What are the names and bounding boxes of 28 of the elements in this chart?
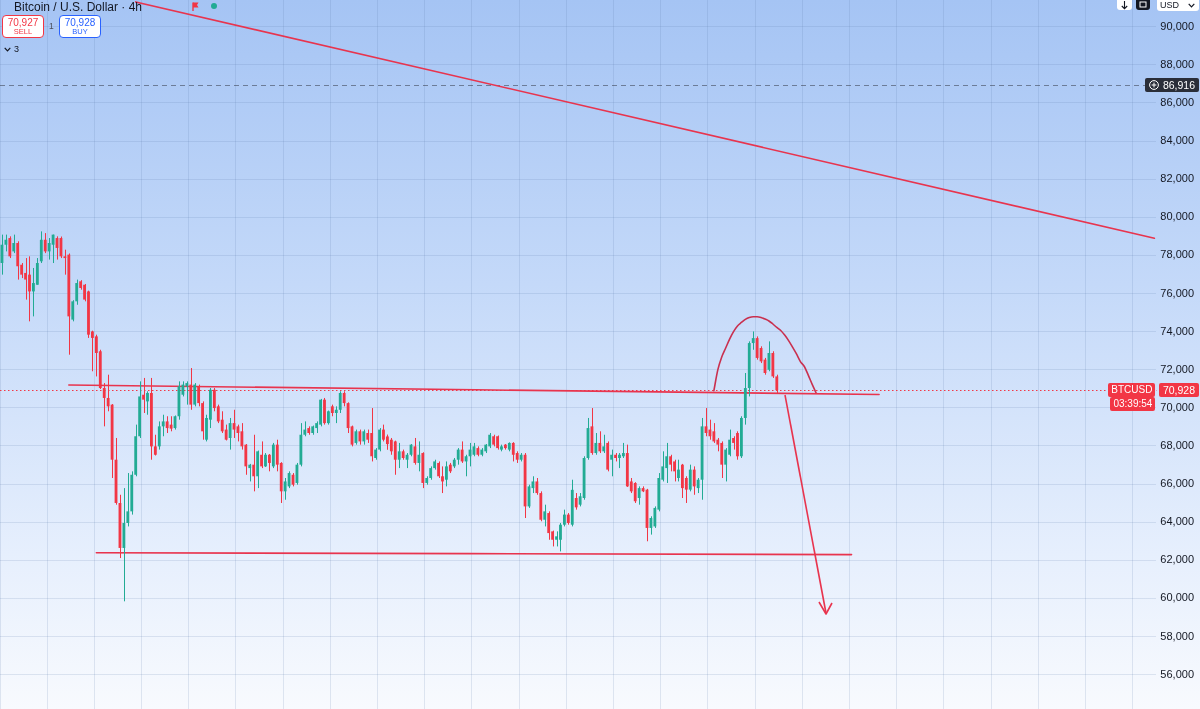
y-tick-label: 70,000	[1160, 400, 1195, 413]
annotation: 70,927	[7, 17, 39, 28]
annotation: BTCUSD	[1108, 383, 1156, 398]
annotation: 03:39:54	[1110, 397, 1156, 412]
chart-title: Bitcoin / U.S. Dollar · 4h	[14, 0, 143, 14]
annotation: 1	[49, 21, 54, 31]
y-tick-label: 72,000	[1160, 362, 1195, 375]
y-tick-label: 64,000	[1160, 515, 1195, 528]
y-tick-label: 76,000	[1160, 286, 1195, 299]
y-tick-label: 60,000	[1160, 591, 1195, 604]
y-tick-label: 58,000	[1160, 629, 1195, 642]
y-tick-label: 90,000	[1160, 19, 1195, 32]
text: USD	[1160, 0, 1180, 10]
y-tick-label: 68,000	[1160, 439, 1195, 452]
y-tick-label: 80,000	[1160, 210, 1195, 223]
y-tick-label: 78,000	[1160, 248, 1195, 261]
ref-line-label: 86,916	[1162, 78, 1195, 93]
annotation: 70,928	[64, 17, 96, 28]
y-tick-label: 62,000	[1160, 553, 1195, 566]
ref-line-label: 70,928	[1162, 383, 1195, 398]
y-tick-label: 66,000	[1160, 477, 1195, 490]
y-tick-label: 84,000	[1160, 134, 1195, 147]
y-tick-label: 56,000	[1160, 667, 1195, 680]
y-tick-label: 86,000	[1160, 95, 1195, 108]
y-tick-label: 82,000	[1160, 172, 1195, 185]
annotation: 3	[14, 44, 20, 54]
y-tick-label: 74,000	[1160, 324, 1195, 337]
y-tick-label: 88,000	[1160, 57, 1195, 70]
